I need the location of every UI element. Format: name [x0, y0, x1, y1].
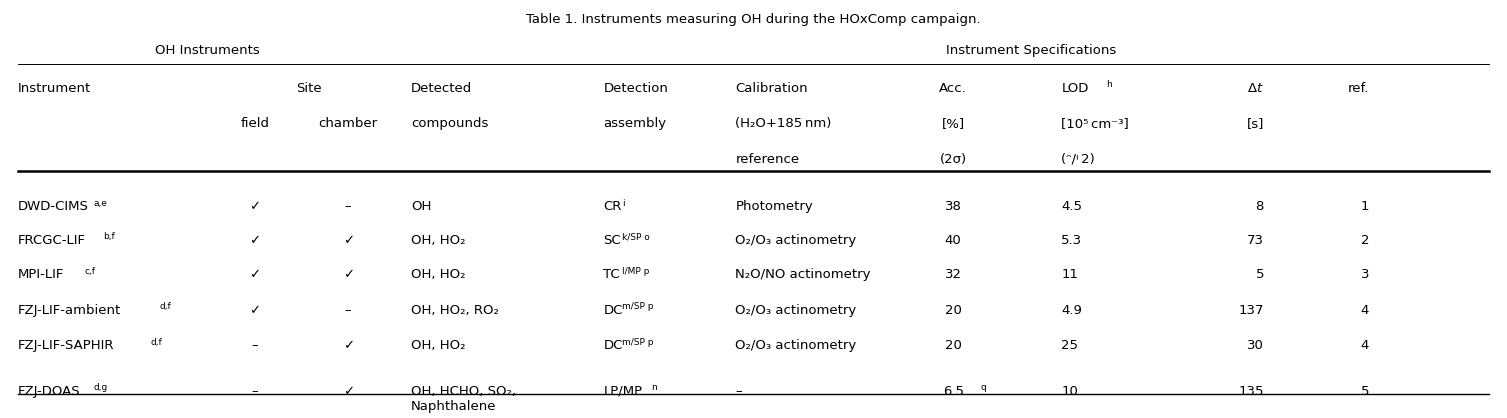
Text: 20: 20 [945, 304, 961, 317]
Text: l/MP p: l/MP p [622, 267, 650, 276]
Text: SC: SC [603, 234, 621, 247]
Text: –: – [345, 200, 351, 213]
Text: Calibration: Calibration [735, 82, 808, 95]
Text: 135: 135 [1239, 385, 1264, 398]
Text: 10: 10 [1061, 385, 1078, 398]
Text: a,e: a,e [93, 199, 107, 208]
Text: ✓: ✓ [342, 339, 354, 352]
Text: b,f: b,f [102, 232, 115, 241]
Text: OH, HCHO, SO₂,
Naphthalene: OH, HCHO, SO₂, Naphthalene [411, 385, 517, 413]
Text: field: field [241, 117, 270, 130]
Text: 20: 20 [945, 339, 961, 352]
Text: OH, HO₂: OH, HO₂ [411, 268, 466, 281]
Text: O₂/O₃ actinometry: O₂/O₃ actinometry [735, 234, 857, 247]
Text: d,f: d,f [160, 302, 172, 311]
Text: FZJ-DOAS: FZJ-DOAS [18, 385, 80, 398]
Text: 8: 8 [1255, 200, 1264, 213]
Text: O₂/O₃ actinometry: O₂/O₃ actinometry [735, 339, 857, 352]
Text: 6.5: 6.5 [943, 385, 963, 398]
Text: (2σ): (2σ) [940, 153, 967, 166]
Text: OH, HO₂, RO₂: OH, HO₂, RO₂ [411, 304, 499, 317]
Text: ✓: ✓ [342, 268, 354, 281]
Text: ✓: ✓ [342, 234, 354, 247]
Text: [%]: [%] [942, 117, 964, 130]
Text: OH: OH [411, 200, 431, 213]
Text: reference: reference [735, 153, 800, 166]
Text: chamber: chamber [318, 117, 378, 130]
Text: [s]: [s] [1246, 117, 1264, 130]
Text: OH Instruments: OH Instruments [155, 44, 259, 57]
Text: LP/MP: LP/MP [603, 385, 642, 398]
Text: i: i [622, 199, 625, 208]
Text: MPI-LIF: MPI-LIF [18, 268, 65, 281]
Text: ✓: ✓ [342, 385, 354, 398]
Text: h: h [1106, 80, 1112, 89]
Text: ref.: ref. [1347, 82, 1368, 95]
Text: ✓: ✓ [250, 268, 261, 281]
Text: k/SP o: k/SP o [622, 232, 650, 241]
Text: CR: CR [603, 200, 622, 213]
Text: N₂O/NO actinometry: N₂O/NO actinometry [735, 268, 871, 281]
Text: 4: 4 [1361, 339, 1368, 352]
Text: FZJ-LIF-SAPHIR: FZJ-LIF-SAPHIR [18, 339, 115, 352]
Text: TC: TC [603, 268, 619, 281]
Text: $\Delta t$: $\Delta t$ [1248, 82, 1264, 95]
Text: 5: 5 [1255, 268, 1264, 281]
Text: –: – [735, 385, 741, 398]
Text: Instrument: Instrument [18, 82, 90, 95]
Text: Photometry: Photometry [735, 200, 814, 213]
Text: m/SP p: m/SP p [622, 338, 654, 347]
Text: 1: 1 [1361, 200, 1368, 213]
Text: FZJ-LIF-ambient: FZJ-LIF-ambient [18, 304, 121, 317]
Text: –: – [252, 339, 258, 352]
Text: ✓: ✓ [250, 304, 261, 317]
Text: d,f: d,f [151, 338, 161, 347]
Text: DC: DC [603, 339, 622, 352]
Text: ✓: ✓ [250, 234, 261, 247]
Text: 25: 25 [1061, 339, 1079, 352]
Text: OH, HO₂: OH, HO₂ [411, 339, 466, 352]
Text: 5: 5 [1361, 385, 1368, 398]
Text: Instrument Specifications: Instrument Specifications [946, 44, 1117, 57]
Text: –: – [252, 385, 258, 398]
Text: OH, HO₂: OH, HO₂ [411, 234, 466, 247]
Text: 32: 32 [945, 268, 961, 281]
Text: O₂/O₃ actinometry: O₂/O₃ actinometry [735, 304, 857, 317]
Text: Site: Site [297, 82, 322, 95]
Text: compounds: compounds [411, 117, 488, 130]
Text: Table 1. Instruments measuring OH during the HOxComp campaign.: Table 1. Instruments measuring OH during… [526, 13, 981, 25]
Text: Detection: Detection [603, 82, 668, 95]
Text: (ᵔ/ᵎ 2): (ᵔ/ᵎ 2) [1061, 153, 1096, 166]
Text: assembly: assembly [603, 117, 666, 130]
Text: FRCGC-LIF: FRCGC-LIF [18, 234, 86, 247]
Text: ✓: ✓ [250, 200, 261, 213]
Text: LOD: LOD [1061, 82, 1088, 95]
Text: 4.5: 4.5 [1061, 200, 1082, 213]
Text: m/SP p: m/SP p [622, 302, 654, 311]
Text: c,f: c,f [84, 267, 95, 276]
Text: 11: 11 [1061, 268, 1079, 281]
Text: n: n [651, 383, 657, 392]
Text: DC: DC [603, 304, 622, 317]
Text: 5.3: 5.3 [1061, 234, 1082, 247]
Text: 4.9: 4.9 [1061, 304, 1082, 317]
Text: 4: 4 [1361, 304, 1368, 317]
Text: Acc.: Acc. [939, 82, 967, 95]
Text: 137: 137 [1239, 304, 1264, 317]
Text: 38: 38 [945, 200, 961, 213]
Text: [10⁵ cm⁻³]: [10⁵ cm⁻³] [1061, 117, 1129, 130]
Text: (H₂O+185 nm): (H₂O+185 nm) [735, 117, 832, 130]
Text: q: q [980, 383, 986, 392]
Text: 30: 30 [1248, 339, 1264, 352]
Text: 40: 40 [945, 234, 961, 247]
Text: DWD-CIMS: DWD-CIMS [18, 200, 89, 213]
Text: d,g: d,g [93, 383, 107, 392]
Text: Detected: Detected [411, 82, 472, 95]
Text: 2: 2 [1361, 234, 1368, 247]
Text: –: – [345, 304, 351, 317]
Text: 73: 73 [1246, 234, 1264, 247]
Text: 3: 3 [1361, 268, 1368, 281]
